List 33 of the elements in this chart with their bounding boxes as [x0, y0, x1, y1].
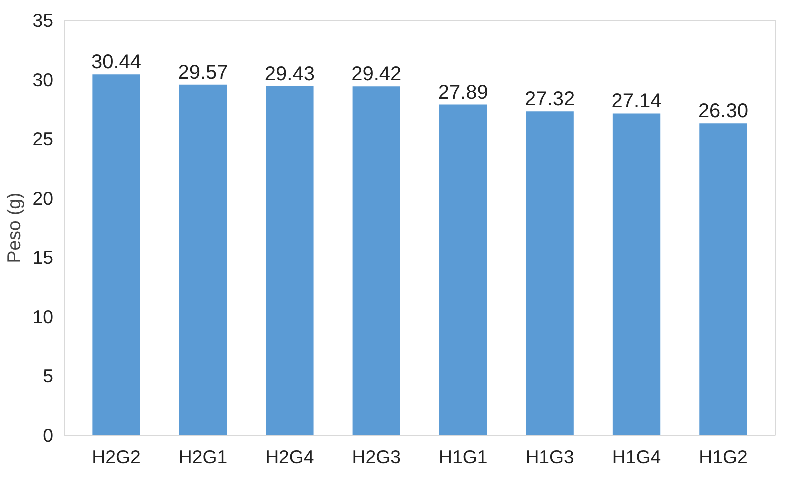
x-tick-label: H1G4 — [612, 446, 662, 468]
bar — [440, 104, 488, 436]
data-label: 27.89 — [438, 82, 488, 104]
y-tick-label: 35 — [32, 10, 54, 31]
x-tick-label: H2G4 — [266, 446, 314, 468]
data-label: 26.30 — [698, 100, 749, 123]
x-tick-label: H2G3 — [352, 446, 402, 468]
bar — [526, 112, 574, 436]
y-tick-label: 15 — [32, 247, 54, 268]
bar — [266, 86, 314, 436]
data-label: 29.57 — [178, 62, 228, 84]
y-tick-label: 10 — [32, 306, 54, 328]
x-tick-label: H1G3 — [526, 446, 574, 468]
data-label: 29.43 — [264, 64, 315, 86]
x-tick-label: H1G1 — [438, 446, 488, 468]
data-label: 29.42 — [352, 64, 402, 86]
x-tick-label: H1G2 — [699, 446, 748, 468]
y-axis-title: Peso (g) — [4, 192, 25, 264]
y-tick-label: 25 — [32, 128, 54, 150]
bar — [92, 74, 140, 436]
bar — [612, 114, 661, 436]
bar — [352, 86, 400, 436]
bar — [179, 84, 228, 436]
x-tick-label: H2G1 — [178, 446, 228, 468]
x-tick-label: H2G2 — [92, 446, 141, 468]
y-tick-label: 20 — [32, 188, 54, 209]
y-tick-label: 0 — [43, 425, 54, 446]
y-tick-label: 30 — [32, 69, 54, 90]
data-label: 27.32 — [525, 88, 576, 111]
bar — [700, 124, 748, 436]
data-label: 30.44 — [92, 52, 142, 74]
data-label: 27.14 — [612, 90, 662, 113]
y-tick-label: 5 — [43, 366, 54, 387]
